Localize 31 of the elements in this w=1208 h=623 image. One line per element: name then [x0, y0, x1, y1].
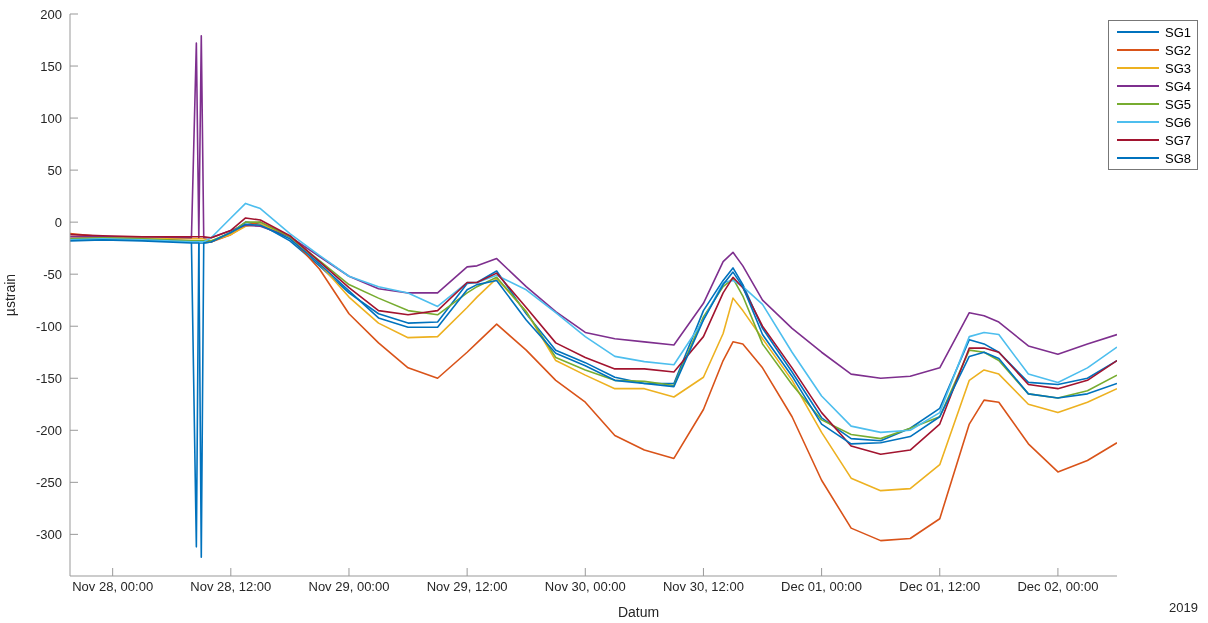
- y-tick-label: -150: [35, 370, 62, 386]
- x-axis-title: Datum: [617, 604, 660, 620]
- y-tick-label: -200: [35, 422, 62, 438]
- legend-label: SG1: [1164, 24, 1191, 40]
- x-tick-label: Dec 01, 12:00: [899, 579, 981, 595]
- y-tick-label: 50: [47, 162, 62, 178]
- y-tick-label: 150: [40, 58, 62, 74]
- x-tick-label: Nov 29, 12:00: [426, 579, 508, 595]
- y-tick-label: -250: [35, 474, 62, 490]
- x-tick-label: Nov 30, 00:00: [544, 579, 626, 595]
- y-tick-label: -300: [35, 526, 62, 542]
- legend-label: SG4: [1164, 78, 1191, 94]
- y-axis-title: µstrain: [1, 273, 18, 317]
- y-tick-label: 0: [54, 214, 62, 230]
- text: 2019: [1169, 600, 1198, 615]
- x-tick-label: Dec 01, 00:00: [781, 579, 863, 595]
- legend-label: SG3: [1164, 60, 1191, 76]
- x-tick-label: Nov 28, 12:00: [190, 579, 272, 595]
- legend-label: SG5: [1164, 96, 1191, 112]
- x-tick-label: Nov 30, 12:00: [662, 579, 744, 595]
- legend-label: SG6: [1164, 114, 1191, 130]
- x-tick-label: Nov 29, 00:00: [308, 579, 390, 595]
- legend-label: SG7: [1164, 132, 1191, 148]
- legend-label: SG8: [1164, 150, 1191, 166]
- legend-label: SG2: [1164, 42, 1191, 58]
- x-tick-label: Nov 28, 00:00: [72, 579, 154, 595]
- y-tick-label: 200: [40, 6, 62, 22]
- x-tick-label: Dec 02, 00:00: [1017, 579, 1099, 595]
- y-tick-label: -100: [35, 318, 62, 334]
- y-tick-label: 100: [40, 110, 62, 126]
- y-tick-label: -50: [43, 266, 62, 282]
